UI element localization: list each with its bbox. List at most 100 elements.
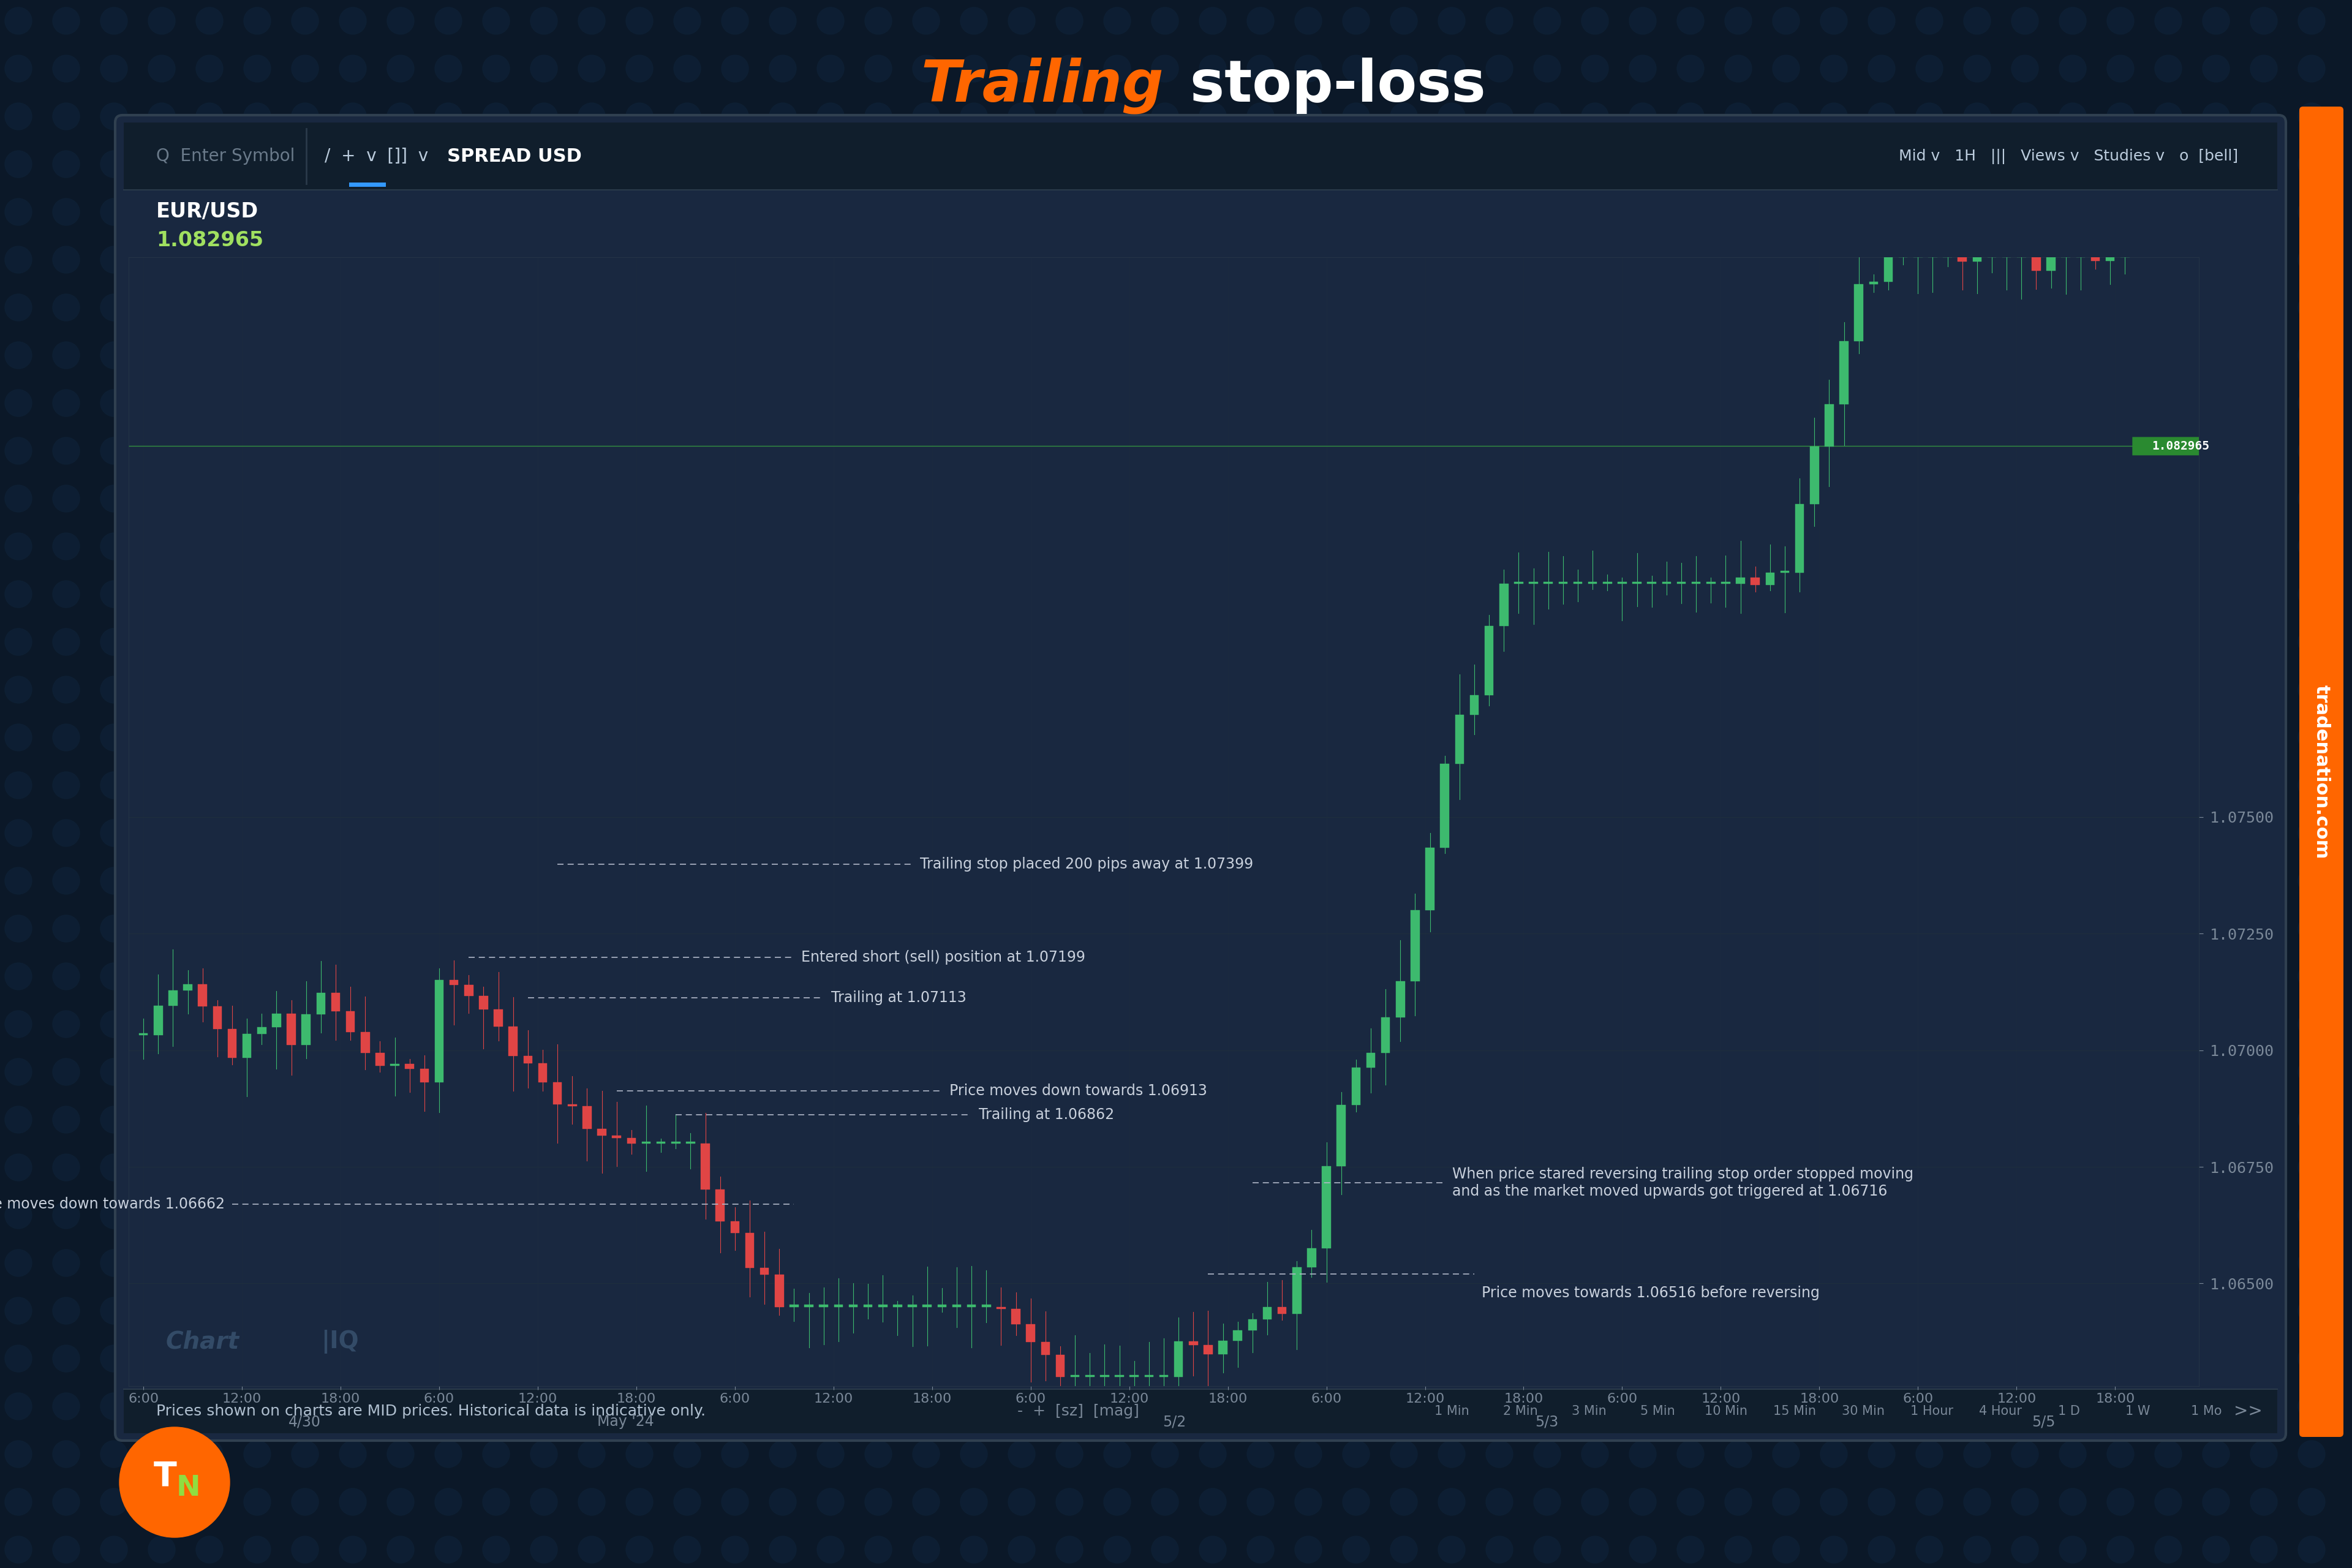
Circle shape [101,437,127,464]
Circle shape [245,1154,270,1181]
Circle shape [866,771,891,798]
Bar [125,1389,2277,1433]
Circle shape [339,820,367,847]
Circle shape [2154,485,2183,513]
Circle shape [1724,1345,1752,1372]
Circle shape [2011,533,2039,560]
Circle shape [960,820,988,847]
Circle shape [1103,1297,1131,1325]
Circle shape [245,771,270,798]
Circle shape [1247,151,1275,177]
Circle shape [339,867,367,894]
Circle shape [1534,342,1562,368]
Circle shape [1820,1441,1846,1468]
Circle shape [1247,629,1275,655]
Bar [1973,257,1980,262]
Bar [1411,911,1421,982]
Circle shape [101,1250,127,1276]
Circle shape [1152,676,1178,702]
Bar [1722,582,1731,583]
Bar [760,1269,769,1275]
Circle shape [960,1297,988,1325]
Circle shape [2201,916,2230,942]
Circle shape [2154,1537,2183,1563]
Circle shape [2011,1488,2039,1515]
Circle shape [1917,1154,1943,1181]
Circle shape [1056,1011,1082,1038]
Circle shape [2154,151,2183,177]
Circle shape [1009,771,1035,798]
Circle shape [532,199,557,226]
Circle shape [292,103,318,130]
Circle shape [1296,1537,1322,1563]
Circle shape [2011,342,2039,368]
Circle shape [1296,1058,1322,1085]
Circle shape [1964,295,1990,321]
Text: Prices shown on charts are MID prices. Historical data is indicative only.: Prices shown on charts are MID prices. H… [155,1403,706,1419]
Circle shape [532,1488,557,1515]
Circle shape [1009,1392,1035,1419]
Circle shape [1677,389,1703,417]
Circle shape [435,55,461,82]
Text: 1 D: 1 D [2058,1405,2079,1417]
Circle shape [101,1392,127,1419]
Circle shape [101,246,127,273]
Circle shape [1247,724,1275,751]
Circle shape [1152,1345,1178,1372]
Circle shape [960,1537,988,1563]
Circle shape [1534,1537,1562,1563]
Circle shape [101,580,127,607]
Circle shape [482,820,510,847]
Circle shape [816,1201,844,1229]
Circle shape [5,533,33,560]
Circle shape [1867,55,1896,82]
Circle shape [913,533,938,560]
Circle shape [1390,8,1418,34]
Bar [863,1305,873,1306]
Text: 5/5: 5/5 [2032,1414,2056,1428]
Circle shape [1773,1537,1799,1563]
Circle shape [1677,629,1703,655]
Circle shape [1917,1488,1943,1515]
Circle shape [245,1250,270,1276]
Bar [273,1014,280,1027]
Circle shape [1343,1441,1369,1468]
Bar [1456,715,1463,764]
Circle shape [1917,1441,1943,1468]
Circle shape [532,580,557,607]
Circle shape [626,724,654,751]
Circle shape [816,55,844,82]
Circle shape [2011,485,2039,513]
Circle shape [1103,295,1131,321]
Circle shape [579,1537,604,1563]
Circle shape [101,676,127,702]
Circle shape [1630,676,1656,702]
Circle shape [1724,676,1752,702]
Circle shape [769,1488,797,1515]
Circle shape [148,629,174,655]
Circle shape [2298,1105,2326,1134]
Circle shape [1867,580,1896,607]
Circle shape [2060,8,2086,34]
Circle shape [769,437,797,464]
Circle shape [1724,103,1752,130]
Circle shape [1296,103,1322,130]
Circle shape [1581,724,1609,751]
Circle shape [579,199,604,226]
Circle shape [913,55,938,82]
Circle shape [1009,580,1035,607]
Circle shape [960,151,988,177]
Circle shape [2060,1201,2086,1229]
Circle shape [1486,1058,1512,1085]
Circle shape [195,103,223,130]
Bar [628,1138,635,1143]
Circle shape [532,771,557,798]
Circle shape [1630,199,1656,226]
Circle shape [148,485,174,513]
Circle shape [2107,1392,2133,1419]
Circle shape [2060,1011,2086,1038]
Circle shape [195,437,223,464]
Circle shape [1630,1011,1656,1038]
Circle shape [866,1011,891,1038]
Circle shape [482,724,510,751]
